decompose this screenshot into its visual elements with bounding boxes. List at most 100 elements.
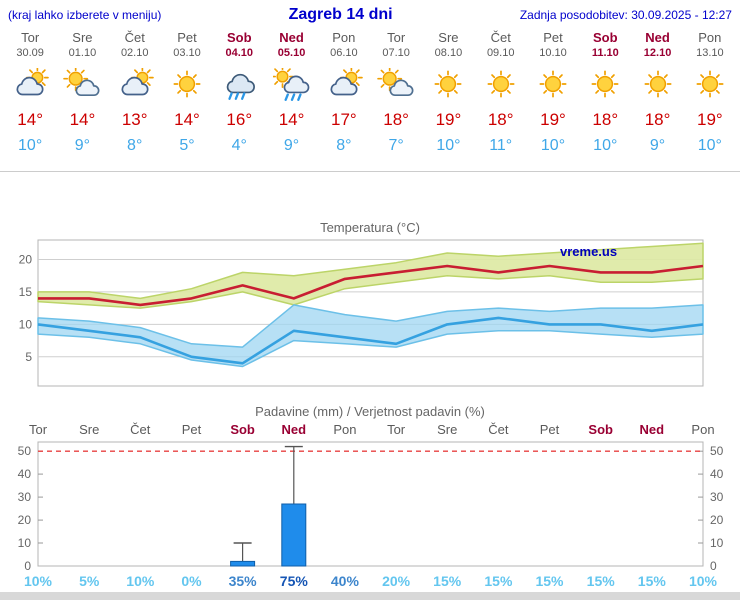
day-date: 07.10 — [382, 47, 410, 59]
temp-ytick-label: 10 — [19, 317, 33, 331]
day-name: Sob — [593, 30, 618, 45]
sunny-icon — [487, 69, 515, 97]
precip-chart-title: Padavine (mm) / Verjetnost padavin (%) — [255, 404, 485, 419]
location-menu-note: (kraj lahko izberete v meniju) — [8, 8, 162, 22]
precip-ytick-right: 50 — [710, 444, 724, 458]
precip-ytick-left: 0 — [24, 559, 31, 573]
day-min-temp: 8° — [127, 137, 143, 154]
day-min-temp: 10° — [593, 137, 618, 154]
sunny-icon — [696, 69, 724, 97]
day-column: Sob 11.10 18° 10° — [579, 30, 631, 155]
probability-label: 15% — [638, 573, 667, 589]
day-date: 10.10 — [539, 47, 567, 59]
day-date: 30.09 — [16, 47, 44, 59]
probability-label: 15% — [587, 573, 616, 589]
day-weather-icon — [631, 63, 683, 105]
day-min-temp: 9° — [74, 137, 91, 154]
probability-label: 75% — [280, 573, 309, 589]
cloud-sun-icon — [121, 67, 154, 95]
day-weather-icon — [318, 63, 370, 105]
precip-plot-area — [37, 441, 704, 567]
day-column: Tor 07.10 18° 7° — [370, 30, 422, 155]
last-update-label: Zadnja posodobitev: 30.09.2025 - 12:27 — [519, 8, 732, 22]
precip-day-label: Sob — [230, 422, 255, 437]
day-date: 01.10 — [68, 47, 97, 59]
day-column: Sob 04.10 16° 4° — [213, 30, 265, 155]
day-max-temp: 18° — [487, 110, 514, 129]
temperature-chart-svg: 5 10 15 20 vreme.us — [19, 239, 704, 387]
day-column: Čet 09.10 18° 11° — [475, 30, 527, 155]
day-weather-icon — [213, 63, 265, 105]
day-date: 02.10 — [120, 47, 149, 59]
section-divider — [0, 171, 740, 172]
day-weather-icon — [422, 63, 474, 105]
day-name: Pon — [332, 30, 356, 45]
day-weather-icon — [161, 63, 213, 105]
temp-ytick-label: 5 — [25, 350, 32, 364]
day-date: 12.10 — [643, 47, 672, 59]
precip-ytick-left: 10 — [18, 536, 32, 550]
page-title: Zagreb 14 dni — [288, 6, 393, 23]
day-max-temp: 13° — [121, 110, 148, 129]
day-name: Sre — [72, 30, 93, 45]
day-max-temp: 18° — [592, 110, 619, 129]
day-name: Pet — [177, 30, 197, 45]
day-weather-icon — [475, 63, 527, 105]
precip-bar — [281, 503, 307, 567]
day-name: Tor — [387, 30, 406, 45]
precip-day-label: Pon — [691, 422, 714, 437]
precip-day-label: Sob — [588, 422, 613, 437]
day-date: 11.10 — [591, 47, 619, 59]
precip-ytick-right: 10 — [710, 536, 724, 550]
day-min-temp: 8° — [336, 137, 352, 154]
day-date: 06.10 — [330, 47, 358, 59]
probability-label: 15% — [535, 573, 564, 589]
probability-label: 10% — [24, 573, 53, 589]
day-max-temp: 14° — [174, 110, 200, 129]
day-name: Pet — [543, 30, 563, 45]
sunny-icon — [591, 69, 619, 97]
precip-day-label: Pet — [182, 422, 202, 437]
probability-label: 5% — [79, 573, 100, 589]
precip-ytick-right: 20 — [710, 513, 724, 527]
cloud-sun-icon — [330, 67, 363, 95]
day-weather-icon — [109, 63, 161, 105]
precip-ytick-left: 40 — [18, 467, 32, 481]
probability-label: 10% — [126, 573, 155, 589]
day-min-temp: 9° — [283, 137, 300, 154]
probability-label: 0% — [181, 573, 202, 589]
day-column: Tor 30.09 14° 10° — [4, 30, 56, 155]
precip-day-label: Tor — [387, 422, 406, 437]
day-weather-icon — [4, 63, 56, 105]
day-min-temp: 7° — [388, 137, 404, 154]
day-column: Pon 13.10 19° 10° — [684, 30, 736, 155]
precip-day-label: Čet — [130, 422, 151, 437]
day-min-temp: 9° — [649, 137, 666, 154]
day-max-temp: 19° — [540, 110, 566, 129]
precip-ytick-left: 20 — [18, 513, 32, 527]
day-min-temp: 11° — [489, 137, 513, 154]
temperature-chart: 5 10 15 20 vreme.us — [0, 236, 740, 399]
sun-cloud-icon — [63, 67, 100, 96]
precip-day-label: Ned — [282, 422, 307, 437]
day-min-temp: 10° — [697, 137, 722, 154]
min-temperature-line — [37, 316, 704, 365]
min-range-band — [37, 304, 704, 368]
day-max-temp: 19° — [435, 110, 462, 129]
precip-ytick-right: 40 — [710, 467, 724, 481]
precip-day-label: Sre — [79, 422, 99, 437]
precip-day-label: Pon — [333, 422, 356, 437]
precip-day-label: Čet — [488, 422, 509, 437]
day-name: Tor — [21, 30, 40, 45]
precip-ytick-right: 0 — [710, 559, 717, 573]
max-temperature-line — [38, 264, 704, 307]
precipitation-chart: Tor Sre Čet Pet Sob Ned Pon Tor Sre Čet Pet Sob Ned P… — [0, 420, 740, 597]
day-column: Sre 08.10 19° 10° — [422, 30, 474, 155]
day-column: Pon 06.10 17° 8° — [318, 30, 370, 155]
day-date: 13.10 — [696, 47, 724, 59]
day-min-temp: 10° — [540, 137, 566, 154]
probability-label: 40% — [331, 573, 360, 589]
day-column: Pet 03.10 14° 5° — [161, 30, 213, 155]
day-date: 08.10 — [434, 47, 463, 59]
